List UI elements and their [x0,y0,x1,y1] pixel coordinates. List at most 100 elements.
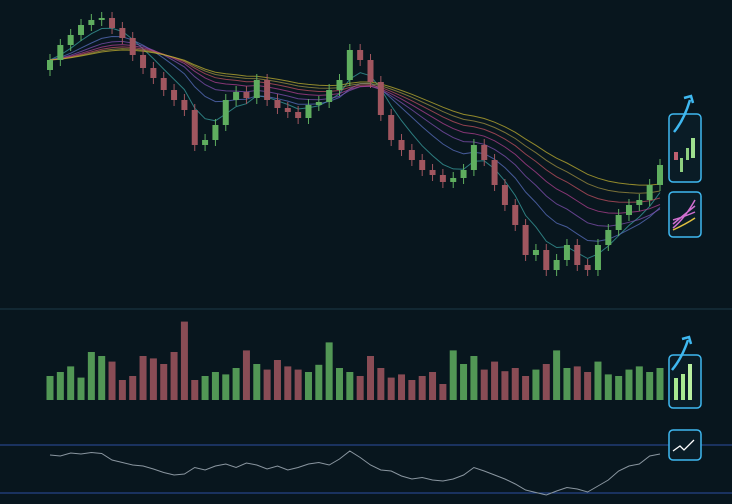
candle-body [563,245,570,260]
candle-body [202,140,209,145]
candle-body [657,165,663,185]
volume-bar [439,384,447,400]
volume-bar [284,366,292,400]
candle-body [636,200,643,205]
candle-body [532,250,539,255]
volume-bar [398,374,406,400]
candle-body [408,150,415,160]
volume-bar [211,372,219,400]
candle-body [346,50,353,80]
oscillator-line [49,450,661,496]
volume-bar [367,356,375,400]
volume-bar [408,380,416,400]
volume-bar [387,377,395,400]
volume-bar [263,369,271,400]
candle-body [222,100,229,125]
candle-body [284,108,291,112]
candle-body [78,25,85,35]
icon [672,217,696,231]
icon [681,374,685,400]
candle-body [212,125,219,140]
volume-bar [160,364,168,400]
candle-body [57,45,64,60]
candle-body [491,160,498,185]
volume-bar [584,372,592,400]
candle-body [181,100,188,110]
candle-body [481,145,488,160]
candle-body [470,145,477,170]
volume-bar [646,372,654,400]
volume-bar [573,366,581,400]
candle-body [264,80,271,100]
icon [691,138,695,158]
candle-body [119,28,126,38]
icon [688,364,692,400]
volume-bar [325,342,333,400]
icon [680,158,683,172]
volume-bar [118,380,126,400]
candle-body [295,112,302,118]
candle-body [450,178,457,182]
candle-body [594,245,601,270]
icon [686,148,689,160]
volume-bar [139,356,147,400]
volume-bar [429,372,437,400]
icon [674,152,678,160]
volume-bar [625,369,633,400]
icon [672,199,696,229]
volume-bar [129,376,137,400]
candle-body [574,245,581,265]
volume-bar [98,356,106,400]
volume-bar [553,350,561,400]
candle-body [253,80,260,98]
volume-bar [222,374,230,400]
candle-body [88,20,95,25]
candle-body [160,78,167,90]
volume-bar [563,368,571,400]
candle-body [501,185,508,205]
oscillator-button[interactable] [668,429,702,461]
volume-bar [46,376,54,400]
candle-body [646,185,653,200]
volume-bar [480,369,488,400]
volume-bar [470,356,478,400]
candle-style-button[interactable] [668,113,702,183]
icon [672,439,695,452]
volume-bar [449,350,457,400]
candle-body [233,92,240,100]
candle-body [357,50,364,60]
ma-ribbon [49,49,661,186]
volume-bar [77,377,85,400]
volume-bar [511,368,519,400]
candle-body [315,102,322,105]
volume-bar [335,368,343,400]
candle-body [171,90,178,100]
ma-ribbon [49,40,661,227]
icon [674,378,678,400]
candle-body [605,230,612,245]
volume-bar [253,364,261,400]
ma-ribbon [49,46,661,203]
volume-bar [346,372,354,400]
candle-body [543,250,550,270]
toolbar [668,94,702,461]
candle-body [47,60,53,70]
candle-body [512,205,519,225]
volume-bar [418,376,426,400]
volume-bar [201,376,209,400]
volume-bar [180,321,188,400]
candle-body [398,140,405,150]
arrow-icon [673,94,695,133]
volume-bar [615,376,623,400]
volume-bar [242,350,250,400]
volume-bar [532,369,540,400]
candle-body [377,82,384,115]
volume-bar [315,364,323,400]
volume-bar [67,366,75,400]
volume-bar [656,368,664,400]
volume-bar [522,376,530,400]
candle-body [274,100,281,108]
ma-ribbon [49,48,661,194]
volume-bar [460,364,468,400]
